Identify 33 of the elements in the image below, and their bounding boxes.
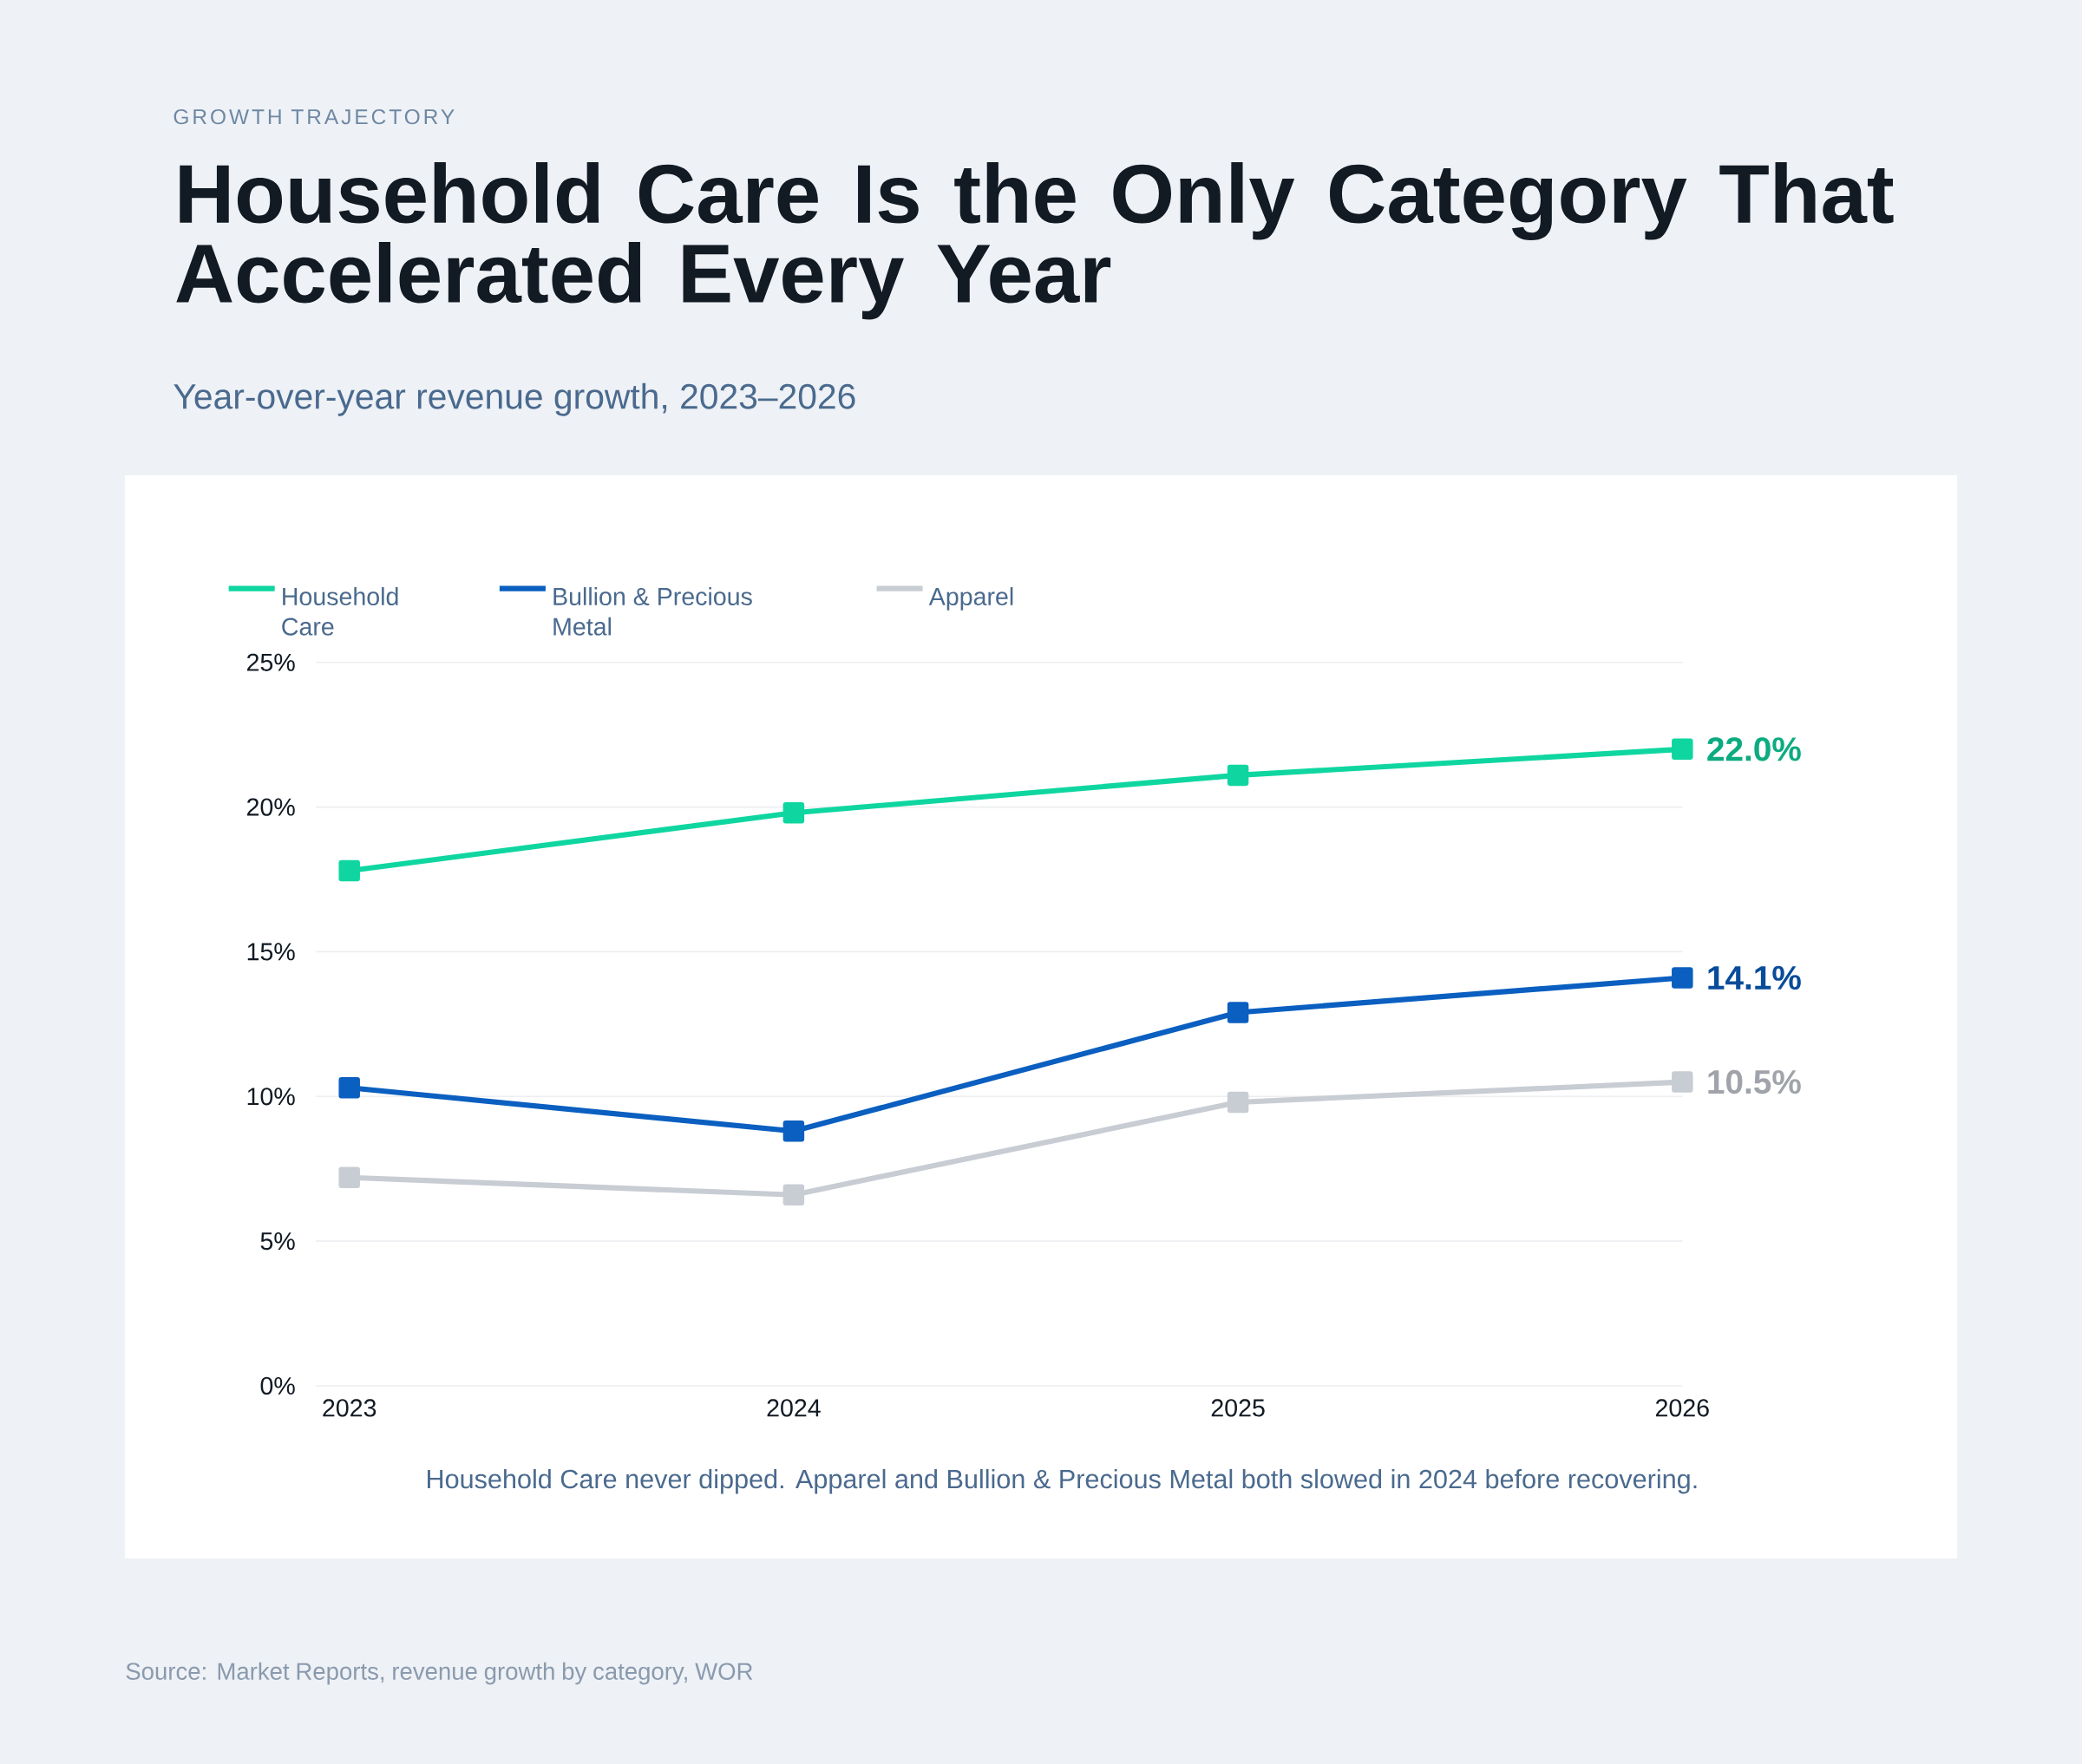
data-label: 10.5% bbox=[1708, 1069, 1801, 1094]
y-tick-label: 25% bbox=[247, 653, 295, 671]
x-tick-label: 2024 bbox=[767, 1399, 821, 1417]
y-tick-label: 5% bbox=[260, 1232, 295, 1251]
point bbox=[782, 1184, 805, 1205]
point bbox=[1672, 967, 1693, 989]
y-tick-label: 10% bbox=[247, 1088, 295, 1106]
legend-label: Bullion & Precious Metal bbox=[553, 586, 752, 636]
point bbox=[1672, 738, 1693, 761]
point bbox=[338, 859, 360, 882]
y-tick-label: 0% bbox=[260, 1376, 295, 1395]
chart-subtitle: Year-over-year revenue growth, 2023–2026 bbox=[174, 382, 855, 416]
text: Household Care never dipped. Apparel and Bullion & Precious Metal both slowed in 2024 before recovering. bbox=[427, 1468, 1697, 1494]
text: GROWTH TRAJECTORY bbox=[174, 108, 455, 125]
x-tick-label: 2025 bbox=[1211, 1399, 1265, 1417]
legend-label: Household Care bbox=[282, 586, 398, 636]
point bbox=[338, 1076, 360, 1099]
point bbox=[1227, 764, 1249, 787]
point bbox=[1672, 1071, 1693, 1093]
x-tick-label: 2026 bbox=[1655, 1399, 1709, 1417]
source-note: Source: Market Reports, revenue growth by category, WOR bbox=[126, 1662, 753, 1685]
data-label: 14.1% bbox=[1708, 965, 1801, 990]
point bbox=[1227, 1091, 1249, 1114]
point bbox=[338, 1166, 360, 1188]
point bbox=[782, 801, 805, 824]
chart-title: Household Care Is the Only Category That Accelerated Every Year bbox=[176, 162, 1894, 320]
legend-label: Apparel bbox=[928, 586, 1013, 611]
point bbox=[1227, 1002, 1249, 1023]
point bbox=[782, 1120, 805, 1142]
x-tick-label: 2023 bbox=[323, 1399, 376, 1417]
y-tick-label: 20% bbox=[247, 798, 295, 816]
data-label: 22.0% bbox=[1707, 737, 1801, 761]
y-tick-label: 15% bbox=[247, 943, 295, 961]
